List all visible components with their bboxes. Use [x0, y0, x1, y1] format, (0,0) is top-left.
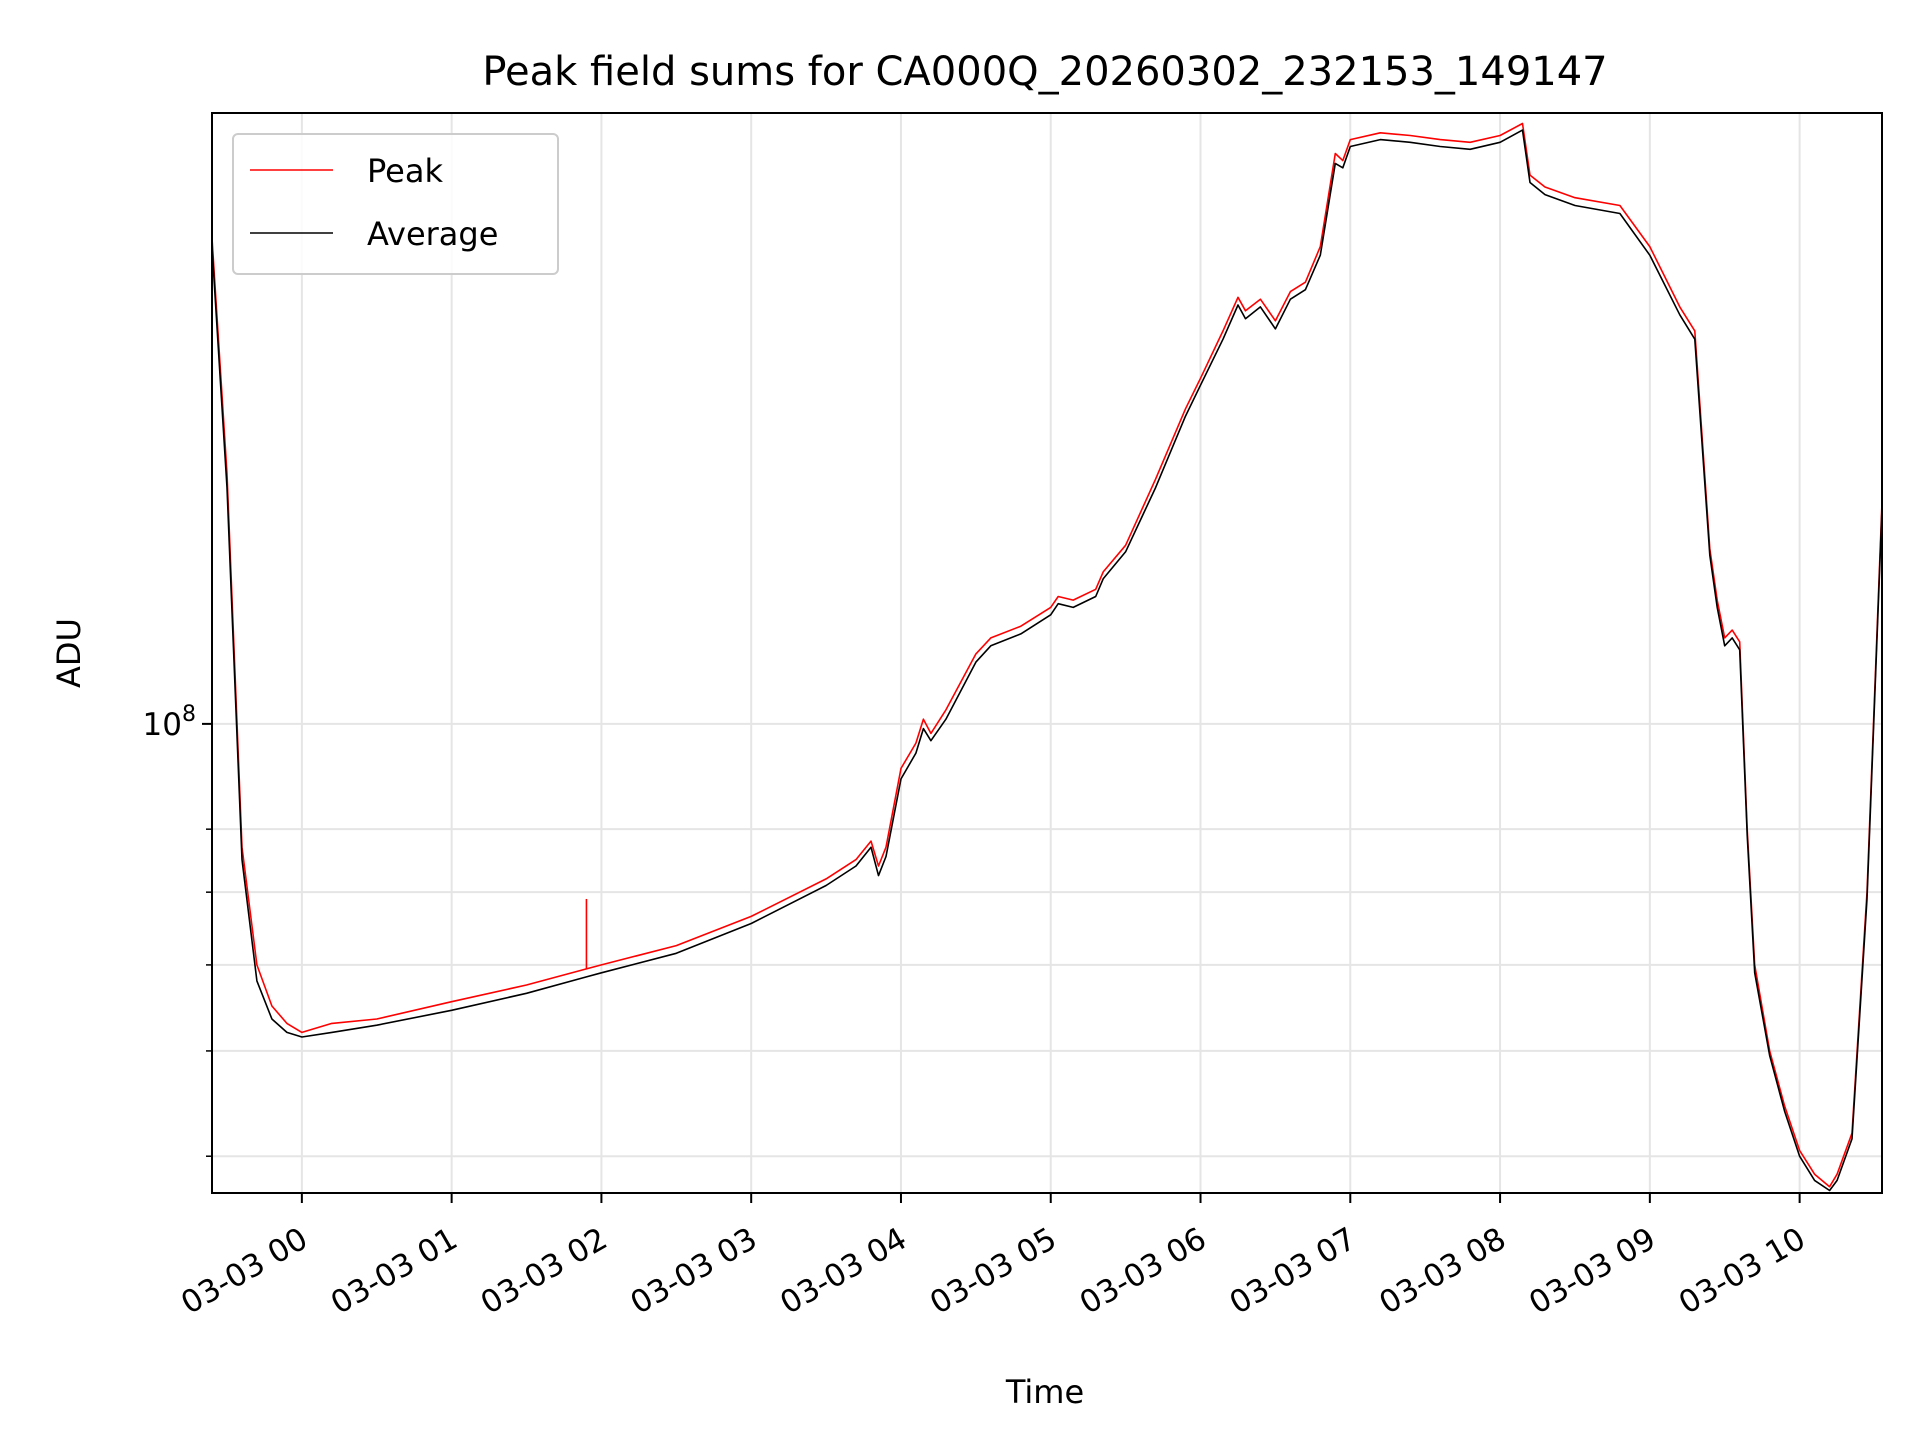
grid [212, 113, 1882, 1193]
legend-peak-label: Peak [367, 152, 443, 190]
chart-title: Peak field sums for CA000Q_20260302_2321… [482, 49, 1607, 95]
x-axis-label: Time [1005, 1373, 1084, 1411]
legend: Peak Average [232, 133, 559, 275]
series-line-peak [212, 122, 1882, 1188]
legend-average-label: Average [367, 215, 498, 253]
y-tick-label: 108 [143, 702, 196, 743]
plot-frame [211, 112, 1883, 1194]
plot-lines [212, 122, 1882, 1192]
series-line-average [212, 129, 1882, 1192]
y-tick-label-exponent: 8 [182, 702, 196, 727]
y-axis-label: ADU [50, 618, 88, 688]
y-axis: 108 [143, 702, 212, 1157]
y-tick-label-base: 10 [143, 707, 182, 743]
legend-box [232, 133, 559, 275]
